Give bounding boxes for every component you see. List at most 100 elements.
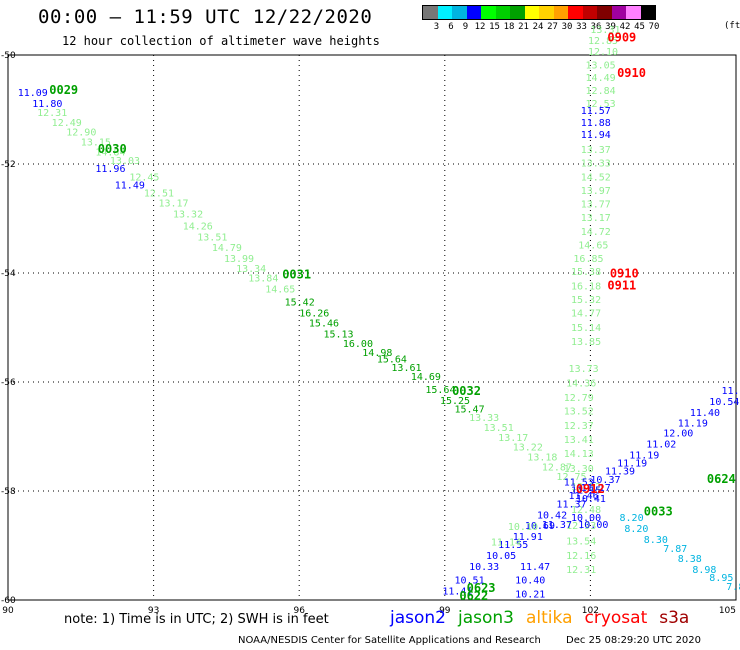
wave-height-point: 14.65	[265, 285, 295, 296]
wave-height-point: 14.69	[411, 372, 441, 383]
wave-height-point: 12.90	[66, 128, 96, 139]
wave-height-point: 12.93	[566, 521, 596, 532]
y-tick-label: -58	[1, 487, 16, 497]
y-tick-label: -56	[1, 378, 16, 388]
wave-height-point: 14.52	[581, 172, 611, 183]
y-tick-label: -54	[1, 269, 16, 279]
wave-height-point: 13.41	[564, 435, 594, 446]
wave-height-point: 11.46	[569, 491, 599, 502]
wave-height-point: 10.37	[590, 475, 620, 486]
color-scale-label: 39	[605, 22, 616, 32]
wave-height-point: 12.10	[588, 47, 618, 58]
wave-height-point: 13.30	[564, 464, 594, 475]
pass-time-label: 0910	[610, 266, 639, 280]
wave-height-point: 10.69	[525, 521, 555, 532]
wave-height-point: 14.79	[212, 243, 242, 254]
color-swatch	[553, 6, 568, 19]
wave-height-point: 16.26	[299, 309, 329, 320]
color-scale-label: 42	[619, 22, 631, 32]
wave-height-point: 15.14	[571, 323, 601, 334]
wave-height-point: 13.84	[248, 274, 278, 285]
x-tick-label: 102	[582, 606, 599, 616]
wave-height-point: 13.77	[581, 200, 611, 211]
satellite-jason2: jason2	[390, 608, 446, 628]
wave-height-point: 12.85	[588, 36, 618, 47]
wave-height-point: 13.32	[173, 209, 203, 220]
wave-height-point: 11.41	[442, 587, 472, 598]
wave-height-point: 13.33	[581, 159, 611, 170]
wave-height-point: 13.97	[581, 186, 611, 197]
x-tick-label: 96	[293, 606, 305, 616]
wave-height-point: 10.10	[508, 522, 538, 533]
wave-height-point: 15.38	[571, 267, 601, 278]
wave-height-point: 13.52	[564, 407, 594, 418]
wave-height-point: 11.39	[605, 467, 635, 478]
color-swatch	[481, 6, 496, 19]
wave-height-point: 11.19	[678, 419, 708, 430]
wave-height-point: 15.47	[455, 405, 485, 416]
pass-time-label: 0910	[617, 66, 646, 80]
wave-height-point: 13.15	[81, 137, 111, 148]
wave-height-point: 12.49	[52, 118, 82, 129]
wave-height-point: 11.02	[646, 439, 676, 450]
x-tick-label: 105	[719, 606, 736, 616]
wave-height-point: 10.21	[515, 589, 545, 600]
pass-time-label: 0623	[467, 581, 496, 595]
wave-height-point: 13.17	[158, 199, 188, 210]
wave-height-point: 11.53	[564, 478, 594, 489]
wave-height-point: 10.05	[486, 551, 516, 562]
wave-height-point: 16.00	[343, 339, 373, 350]
color-scale-label: 6	[448, 22, 454, 32]
wave-height-point: 11.1	[721, 386, 740, 397]
wave-height-point: 15.25	[440, 396, 470, 407]
chart-title: 00:00 – 11:59 UTC 12/22/2020	[38, 6, 373, 28]
pass-time-label: 0912	[576, 482, 605, 496]
wave-height-point: 13.52	[571, 482, 601, 493]
satellite-legend: jason2 jason3 altika cryosat s3a	[390, 608, 701, 628]
wave-height-point: 14.65	[578, 240, 608, 251]
wave-height-point: 12.87	[542, 462, 572, 473]
wave-height-point: 13.51	[484, 423, 514, 434]
wave-height-point: 12.79	[564, 393, 594, 404]
wave-height-point: 11.19	[629, 450, 659, 461]
wave-height-point: 7.87	[663, 544, 687, 555]
wave-height-point: 14.36	[566, 378, 596, 389]
satellite-altika: altika	[526, 608, 573, 628]
satellite-jason3: jason3	[458, 608, 514, 628]
wave-height-point: 13.17	[498, 433, 528, 444]
color-swatch	[611, 6, 626, 19]
color-scale-labels: 3 6 9 12 15 18 21 24 27 30 33 36 39 42 45 70	[422, 22, 660, 34]
wave-height-point: 13.31	[590, 25, 620, 36]
wave-height-point: 8.38	[678, 554, 702, 565]
wave-height-point: 12.16	[566, 551, 596, 562]
wave-height-point: 12.37	[564, 421, 594, 432]
wave-height-point: 12.00	[663, 429, 693, 440]
wave-height-point: 12.53	[586, 99, 616, 110]
pass-time-label: 0030	[98, 142, 127, 156]
color-scale-label: 3	[433, 22, 440, 32]
wave-height-point: 16.85	[573, 254, 603, 265]
wave-height-point: 13.03	[110, 156, 140, 167]
wave-height-point: 13.54	[566, 536, 596, 547]
y-tick-label: -60	[1, 596, 16, 606]
color-swatch	[597, 6, 612, 19]
color-scale-label: 45	[634, 22, 645, 32]
color-scale-label: 30	[561, 22, 573, 32]
wave-height-point: 12.75	[556, 472, 586, 483]
satellite-s3a: s3a	[659, 608, 690, 628]
color-scale-swatches	[422, 5, 656, 20]
wave-height-point: 11.40	[690, 408, 720, 419]
color-swatch	[466, 6, 481, 19]
wave-height-point: 11.47	[520, 562, 550, 573]
wave-height-point: 10.41	[576, 494, 606, 505]
wave-height-point: 13.85	[571, 337, 601, 348]
color-swatch	[524, 6, 539, 19]
chart-subtitle: 12 hour collection of altimeter wave hei…	[62, 34, 380, 48]
wave-height-point: 8.20	[620, 513, 644, 524]
wave-height-point: 11.37	[556, 499, 586, 510]
wave-height-point: 13.33	[469, 413, 499, 424]
wave-height-point: 7.83	[726, 582, 740, 593]
pass-time-label: 0033	[644, 505, 673, 519]
wave-height-point: 15.32	[571, 295, 601, 306]
wave-height-point: 13.51	[197, 232, 227, 243]
